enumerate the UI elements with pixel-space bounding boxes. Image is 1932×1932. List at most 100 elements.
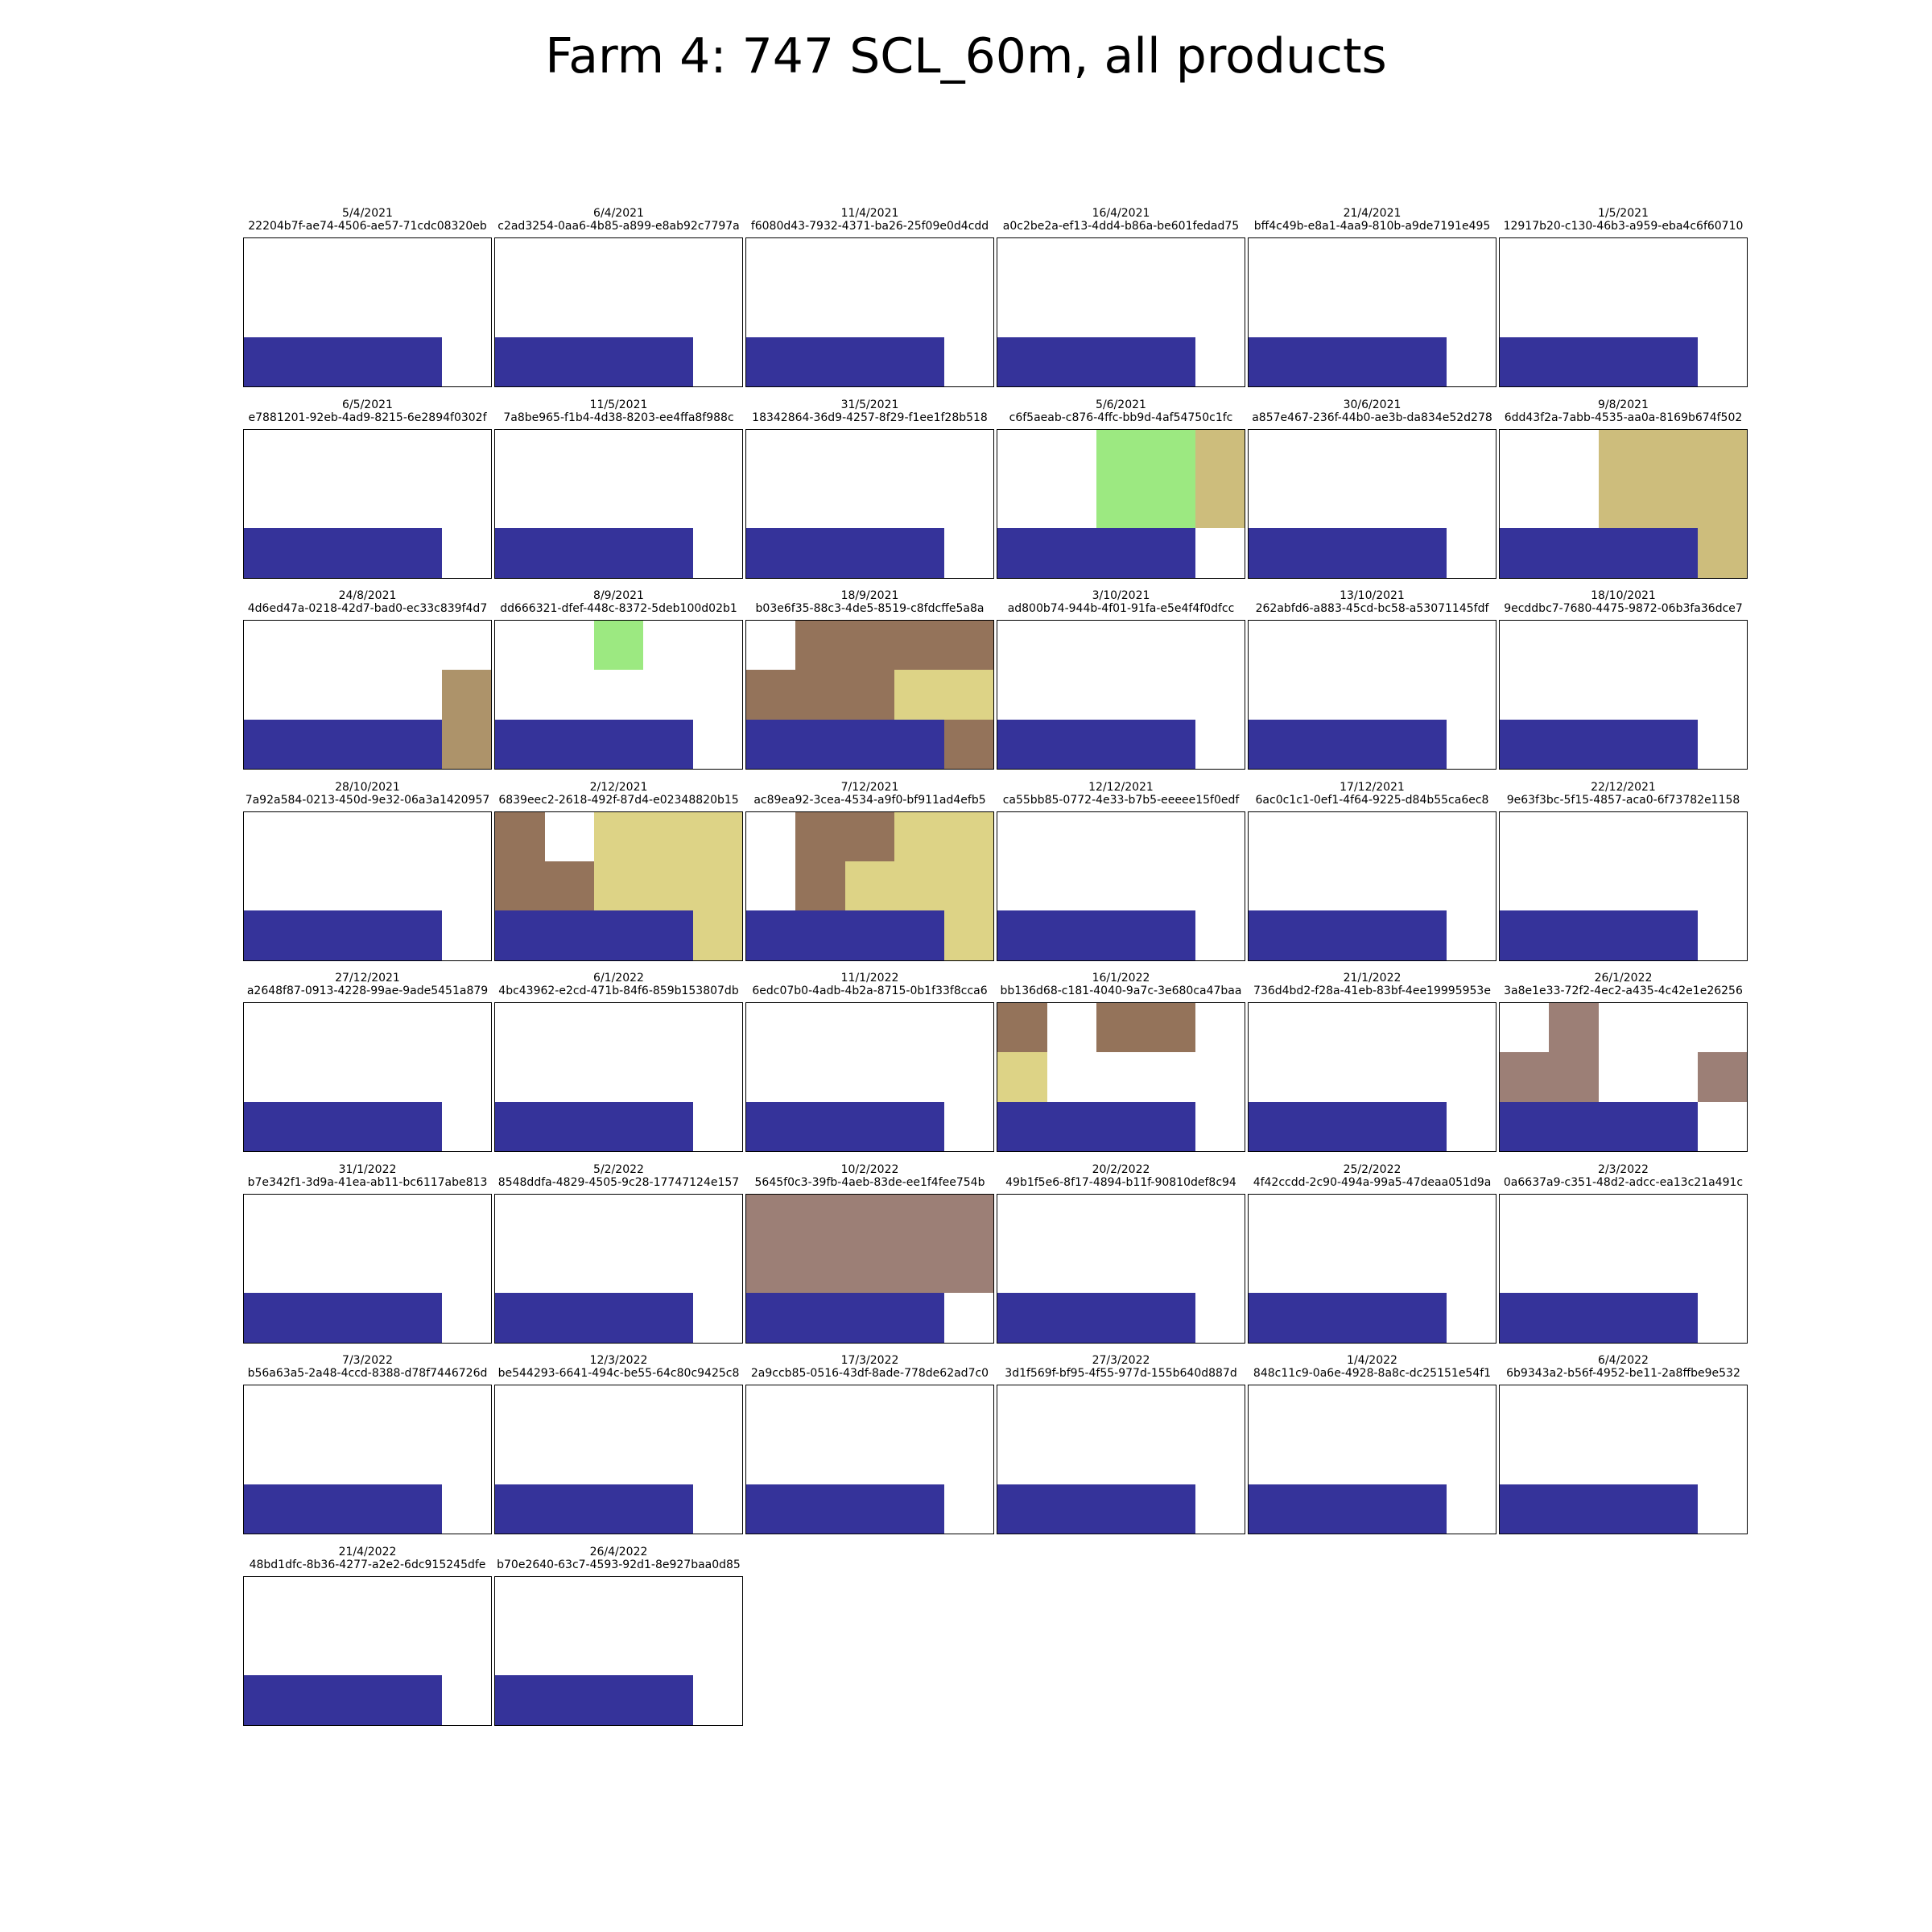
- scl-cell-water: [495, 336, 545, 386]
- scl-cell-water: [593, 910, 644, 960]
- scl-cell-water: [1500, 336, 1550, 386]
- scl-cell-cloud-high: [1500, 1052, 1550, 1102]
- scl-cell-water: [293, 336, 343, 386]
- scl-cell-water: [342, 1101, 393, 1151]
- scl-panel: 17/3/2022 2a9ccb85-0516-43df-8ade-778de62…: [745, 1354, 994, 1534]
- scl-cell-water: [1347, 910, 1397, 960]
- scl-cell-not-vegetated: [1598, 429, 1649, 479]
- chart-title: Farm 4: 747 SCL_60m, all products: [545, 28, 1387, 85]
- scl-cell-water: [342, 1484, 393, 1534]
- panel-date-label: 6/4/2021: [593, 207, 644, 220]
- scl-cell-water: [544, 1675, 594, 1725]
- panel-date-label: 18/9/2021: [840, 589, 899, 602]
- panel-product-id-label: 6ac0c1c1-0ef1-4f64-9225-d84b55ca6ec8: [1255, 793, 1489, 807]
- scl-cell-water: [1347, 1484, 1397, 1534]
- scl-cell-water: [746, 1293, 796, 1343]
- scl-panel: 2/3/2022 0a6637a9-c351-48d2-adcc-ea13c21a…: [1499, 1163, 1748, 1344]
- scl-map: [1499, 1193, 1748, 1344]
- panel-date-label: 10/2/2022: [840, 1162, 899, 1176]
- scl-cell-water: [342, 1293, 393, 1343]
- panel-date-label: 5/4/2021: [342, 207, 393, 220]
- scl-map: [997, 428, 1245, 579]
- scl-cell-cloud-high: [894, 1194, 944, 1244]
- scl-cell-water: [844, 910, 895, 960]
- scl-cell-water: [997, 910, 1047, 960]
- scl-cell-water: [1298, 1101, 1348, 1151]
- panel-date-label: 7/12/2021: [840, 780, 899, 794]
- panel-date-label: 12/12/2021: [1088, 780, 1154, 794]
- panel-date-label: 2/3/2022: [1598, 1162, 1649, 1176]
- scl-cell-water: [1298, 1484, 1348, 1534]
- scl-cell-water: [1549, 719, 1599, 769]
- panel-date-label: 18/10/2021: [1591, 589, 1656, 602]
- panel-product-id-label: c6f5aeab-c876-4ffc-bb9d-4af54750c1fc: [1009, 411, 1233, 424]
- scl-cell-water: [544, 1293, 594, 1343]
- scl-map: [745, 237, 994, 387]
- scl-panel: 11/5/2021 7a8be965-f1b4-4d38-8203-ee4ffa8…: [494, 398, 743, 579]
- scl-panel: 8/9/2021 dd666321-dfef-448c-8372-5deb100d…: [494, 589, 743, 770]
- scl-panel: 27/12/2021 a2648f87-0913-4228-99ae-9ade54…: [243, 972, 492, 1152]
- scl-cell-water: [746, 719, 796, 769]
- scl-cell-water: [495, 1675, 545, 1725]
- scl-cell-shadow: [1096, 1003, 1146, 1053]
- panel-date-label: 5/2/2022: [593, 1162, 644, 1176]
- scl-cell-water: [293, 1484, 343, 1534]
- panel-product-id-label: 6b9343a2-b56f-4952-be11-2a8ffbe9e532: [1506, 1367, 1740, 1380]
- scl-cell-not-vegetated: [1598, 478, 1649, 529]
- scl-cell-water: [1096, 719, 1146, 769]
- scl-cell-cloud-high: [1549, 1003, 1599, 1053]
- scl-cell-water: [643, 528, 693, 578]
- scl-cell-shadow: [495, 811, 545, 861]
- scl-cell-water: [1096, 528, 1146, 578]
- scl-cell-water: [495, 719, 545, 769]
- scl-cell-shadow: [795, 670, 845, 720]
- scl-cell-water: [544, 719, 594, 769]
- scl-cell-water: [1096, 1101, 1146, 1151]
- scl-cell-cloud-low: [593, 861, 644, 911]
- panel-date-label: 28/10/2021: [335, 780, 400, 794]
- scl-cell-vegetation: [1146, 478, 1195, 529]
- scl-cell-shadow: [1146, 1003, 1195, 1053]
- scl-map: [494, 237, 743, 387]
- scl-panel: 11/1/2022 6edc07b0-4adb-4b2a-8715-0b1f33f…: [745, 972, 994, 1152]
- scl-cell-water: [997, 1293, 1047, 1343]
- panel-product-id-label: ca55bb85-0772-4e33-b7b5-eeeee15f0edf: [1002, 793, 1240, 807]
- panel-product-id-label: ad800b74-944b-4f01-91fa-e5e4f4f0dfcc: [1007, 602, 1235, 615]
- scl-cell-water: [1397, 1101, 1447, 1151]
- scl-cell-water: [1500, 910, 1550, 960]
- scl-cell-shadow: [943, 719, 993, 769]
- scl-map: [1248, 811, 1496, 961]
- scl-cell-water: [1549, 1101, 1599, 1151]
- scl-cell-water: [1249, 1484, 1298, 1534]
- scl-cell-water: [1096, 910, 1146, 960]
- scl-cell-water: [1146, 336, 1195, 386]
- scl-cell-water: [643, 1101, 693, 1151]
- scl-map: [243, 1002, 492, 1152]
- scl-cell-water: [293, 1101, 343, 1151]
- panel-product-id-label: 49b1f5e6-8f17-4894-b11f-90810def8c94: [1005, 1175, 1236, 1189]
- scl-cell-dark-area: [441, 670, 491, 720]
- scl-cell-water: [1146, 910, 1195, 960]
- scl-cell-water: [1598, 336, 1649, 386]
- scl-cell-cloud-low: [692, 811, 742, 861]
- scl-cell-water: [1397, 719, 1447, 769]
- panel-product-id-label: f6080d43-7932-4371-ba26-25f09e0d4cdd: [750, 220, 989, 233]
- panel-product-id-label: bff4c49b-e8a1-4aa9-810b-a9de7191e495: [1253, 220, 1491, 233]
- scl-cell-water: [1249, 336, 1298, 386]
- scl-cell-water: [795, 1484, 845, 1534]
- scl-cell-water: [1096, 1484, 1146, 1534]
- scl-cell-cloud-low: [593, 811, 644, 861]
- scl-cell-water: [1549, 336, 1599, 386]
- scl-panel: 5/2/2022 8548ddfa-4829-4505-9c28-17747124…: [494, 1163, 743, 1344]
- scl-panel: 6/4/2021 c2ad3254-0aa6-4b85-a899-e8ab92c7…: [494, 207, 743, 387]
- scl-cell-shadow: [844, 670, 895, 720]
- scl-cell-water: [1347, 719, 1397, 769]
- panel-date-label: 7/3/2022: [342, 1354, 393, 1367]
- scl-map: [494, 1193, 743, 1344]
- scl-cell-cloud-high: [1549, 1052, 1599, 1102]
- scl-cell-water: [593, 1101, 644, 1151]
- scl-cell-water: [1046, 336, 1096, 386]
- scl-cell-water: [342, 336, 393, 386]
- panel-product-id-label: 7a92a584-0213-450d-9e32-06a3a1420957: [245, 793, 490, 807]
- scl-cell-water: [244, 1293, 294, 1343]
